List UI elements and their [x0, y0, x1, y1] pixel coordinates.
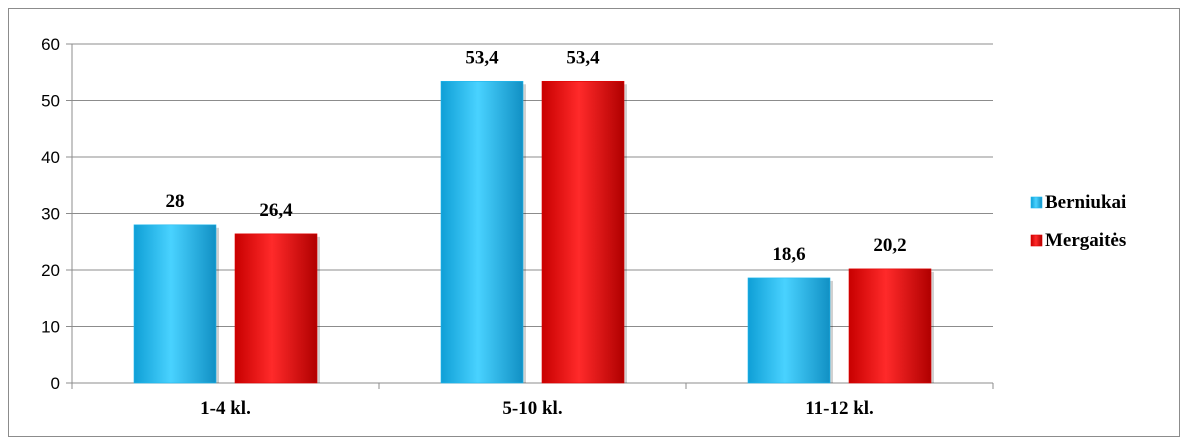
- data-label: 20,2: [873, 235, 906, 256]
- data-label: 53,4: [465, 47, 499, 68]
- data-labels: 28 26,4 53,4 53,4 18,6 20,2: [166, 47, 907, 265]
- x-tick-label: 11-12 kl.: [805, 398, 874, 419]
- data-label: 18,6: [772, 244, 805, 265]
- legend-swatch: [1030, 234, 1043, 247]
- y-tick-label: 60: [41, 35, 60, 54]
- gridlines: [72, 43, 993, 327]
- legend-swatch: [1030, 196, 1043, 209]
- data-label: 28: [166, 191, 185, 212]
- bar-mergaitės: [541, 80, 625, 384]
- bars: [133, 80, 934, 384]
- legend-label: Berniukai: [1045, 192, 1126, 213]
- legend-label: Mergaitės: [1045, 230, 1126, 251]
- x-tick-label: 1-4 kl.: [200, 398, 251, 419]
- y-tick-label: 40: [41, 148, 60, 167]
- bar-berniukai: [133, 224, 217, 384]
- data-label: 26,4: [259, 200, 293, 221]
- bar-mergaitės: [234, 233, 318, 384]
- x-tick-label: 5-10 kl.: [502, 398, 562, 419]
- axes: 0 10 20 30 40 50 60 1-4 kl. 5-10 kl. 11-12 kl.: [41, 35, 994, 419]
- y-tick-label: 50: [41, 92, 60, 111]
- y-tick-label: 30: [41, 205, 60, 224]
- bar-berniukai: [747, 277, 831, 384]
- y-tick-label: 10: [41, 318, 60, 337]
- bar-berniukai: [440, 80, 524, 384]
- y-tick-label: 0: [51, 374, 60, 393]
- data-label: 53,4: [566, 47, 600, 68]
- bar-mergaitės: [848, 268, 932, 384]
- legend: Berniukai Mergaitės: [1030, 192, 1126, 251]
- y-tick-label: 20: [41, 261, 60, 280]
